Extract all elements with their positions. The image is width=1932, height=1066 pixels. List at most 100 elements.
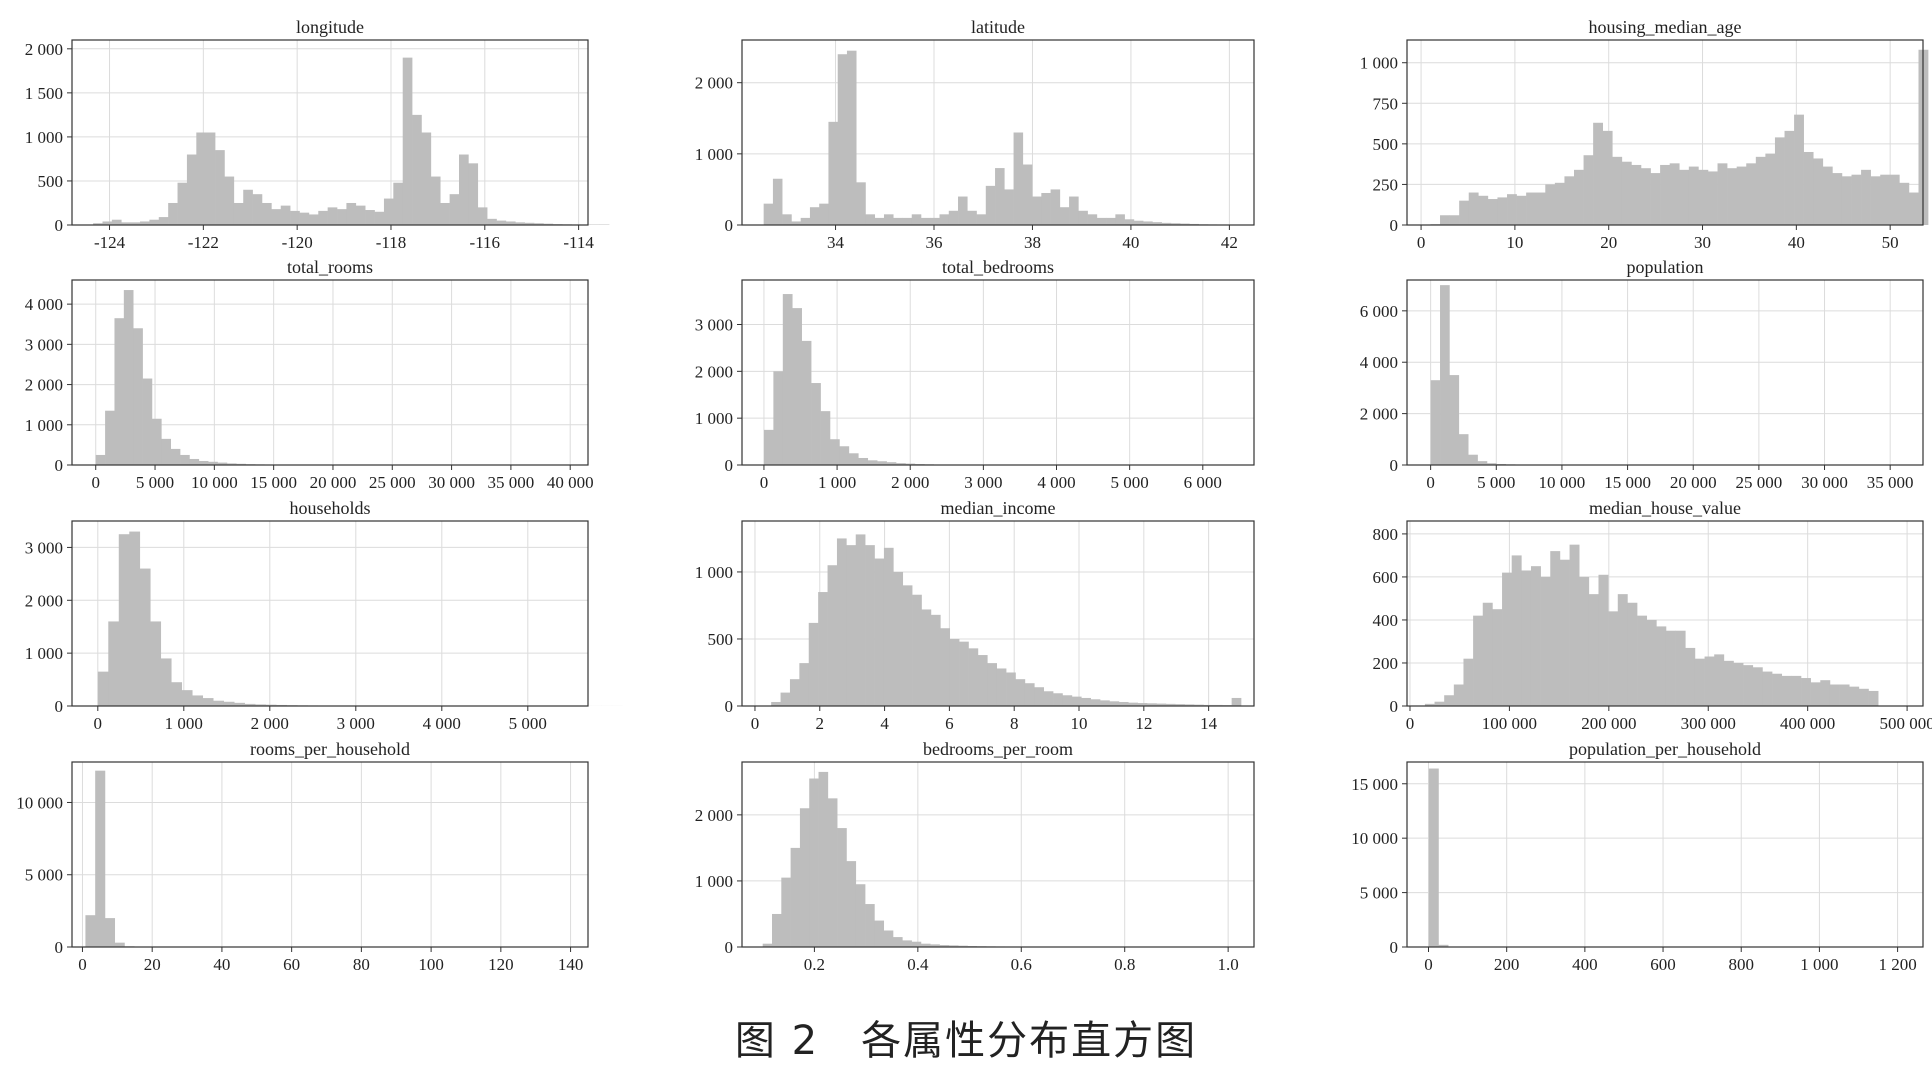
x-tick-label: 200 000 [1581, 714, 1636, 733]
y-tick-label: 10 000 [16, 793, 63, 812]
histogram-bar [930, 218, 940, 225]
x-tick-label: -116 [470, 233, 501, 252]
histogram-bar [253, 194, 263, 225]
histogram-bar [119, 534, 130, 706]
histogram-bar [1517, 196, 1527, 225]
histogram-bar [1450, 215, 1460, 225]
subplot-title: total_rooms [287, 257, 373, 277]
y-tick-label: 2 000 [25, 40, 63, 59]
x-tick-label: 1 000 [1800, 955, 1838, 974]
histogram-bar [800, 808, 810, 947]
histogram-bar [497, 221, 507, 225]
histogram-bar [1685, 648, 1695, 706]
histogram-bar [1015, 679, 1025, 706]
histogram-bar [856, 534, 866, 706]
subplot-title: bedrooms_per_room [923, 739, 1073, 759]
histogram-bar [801, 218, 811, 225]
x-tick-label: 0 [1424, 955, 1433, 974]
histogram-bar [1531, 566, 1541, 706]
y-tick-label: 500 [1373, 135, 1399, 154]
histogram-bar [959, 642, 969, 706]
x-tick-label: 8 [1010, 714, 1019, 733]
histogram-bar [1555, 183, 1565, 225]
histogram-bar [1429, 769, 1439, 947]
histogram-bar [1724, 661, 1734, 706]
x-tick-label: 1 000 [165, 714, 203, 733]
histogram-bar [902, 940, 912, 947]
histogram-bar [1053, 693, 1063, 706]
histogram-bar [1440, 215, 1450, 225]
histogram-bar [412, 115, 422, 225]
histogram-bar [1871, 176, 1881, 225]
y-tick-label: 0 [725, 938, 734, 957]
histogram-bar [1705, 657, 1715, 706]
x-tick-label: 300 000 [1681, 714, 1736, 733]
histogram-bar [124, 290, 134, 465]
x-tick-label: 0 [1426, 473, 1435, 492]
histogram-bar [1454, 684, 1464, 706]
histogram-bar [1660, 165, 1670, 225]
histogram-bar [828, 122, 838, 225]
y-tick-label: 1 000 [25, 128, 63, 147]
histogram-bar [178, 183, 188, 225]
histogram-bar [1545, 184, 1555, 225]
histogram-bar [1449, 375, 1459, 465]
y-tick-label: 2 000 [25, 591, 63, 610]
histogram-bar [421, 133, 431, 226]
histogram-bar [1627, 603, 1637, 706]
histogram-bar [1232, 698, 1242, 706]
histogram-bar [792, 308, 802, 465]
histogram-bar [1666, 631, 1676, 706]
histogram-bar [1550, 551, 1560, 706]
x-tick-label: 40 000 [547, 473, 594, 492]
histogram-bar [1483, 603, 1493, 706]
histogram-bar [1695, 659, 1705, 706]
histogram-bar [783, 294, 793, 465]
x-tick-label: 38 [1024, 233, 1041, 252]
histogram-bar [203, 698, 214, 706]
histogram-bar [1698, 170, 1708, 225]
x-tick-label: 4 000 [1037, 473, 1075, 492]
histogram-bar [192, 695, 203, 706]
histogram-bar [1497, 197, 1507, 225]
histogram-bar [1060, 207, 1070, 225]
histogram-bar [356, 206, 366, 225]
histogram-bar [1444, 695, 1454, 706]
histogram-bar [986, 186, 996, 225]
x-tick-label: -120 [282, 233, 313, 252]
histogram-bar [1679, 170, 1689, 225]
histogram-bar [781, 693, 791, 706]
histogram-bar [215, 150, 225, 225]
histogram-bar [393, 183, 403, 225]
histogram-bar [478, 207, 488, 225]
y-tick-label: 5 000 [1360, 884, 1398, 903]
histogram-bar [1025, 683, 1035, 706]
histogram-bar [958, 197, 968, 225]
histogram-bar [171, 449, 181, 465]
subplot-title: rooms_per_household [250, 739, 410, 759]
histogram-bar [1622, 162, 1632, 225]
histogram-bar [459, 155, 469, 225]
x-tick-label: -114 [563, 233, 594, 252]
histogram-bar [1593, 123, 1603, 225]
histogram-bar [365, 210, 375, 225]
histogram-bar [1069, 197, 1079, 225]
histogram-bar [1861, 170, 1871, 225]
x-tick-label: 0.6 [1011, 955, 1032, 974]
histogram-bar [1734, 663, 1744, 706]
histogram-bar [969, 648, 979, 706]
y-tick-label: 4 000 [1360, 353, 1398, 372]
x-tick-label: 0 [1417, 233, 1426, 252]
histogram-bar [1603, 131, 1613, 225]
histogram-bar [819, 204, 829, 225]
y-tick-label: 1 000 [695, 563, 733, 582]
x-tick-label: 1 200 [1878, 955, 1916, 974]
histogram-bar [1492, 609, 1502, 706]
histogram-bar [1708, 171, 1718, 225]
